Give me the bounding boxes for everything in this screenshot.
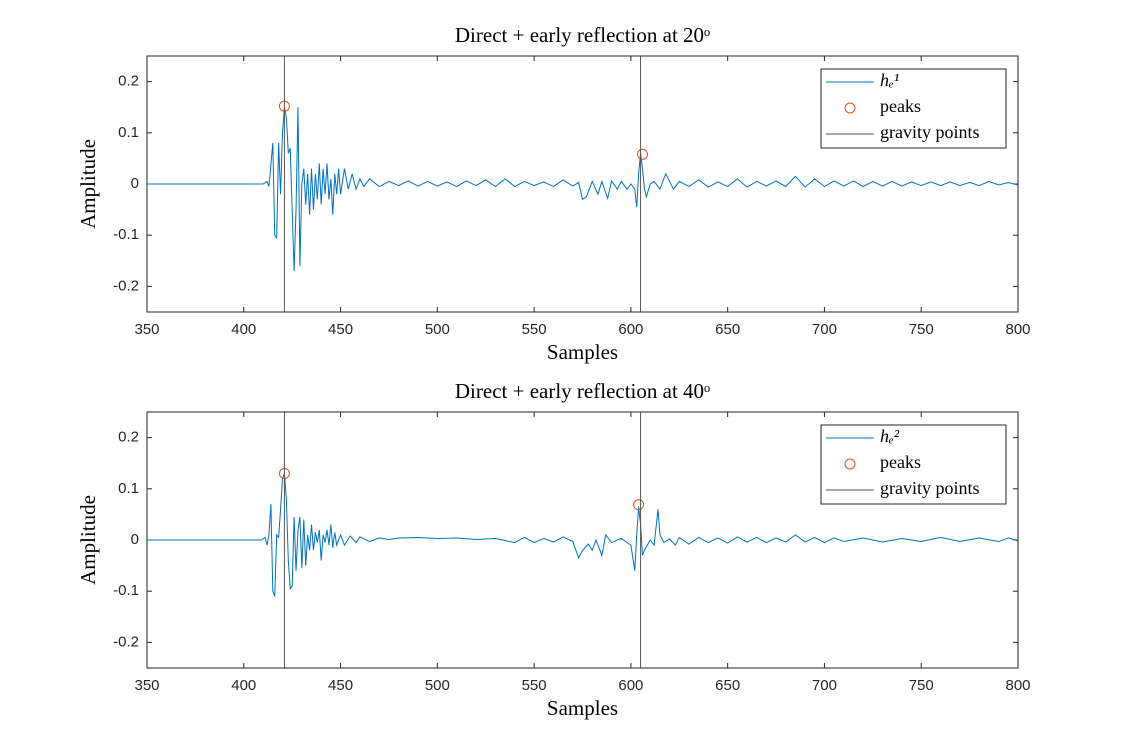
x-tick-label: 600 [618, 321, 643, 338]
x-tick-label: 600 [618, 677, 643, 694]
y-axis-label: Amplitude [76, 495, 100, 585]
x-tick-label: 450 [328, 321, 353, 338]
x-tick-label: 550 [522, 677, 547, 694]
x-tick-label: 650 [715, 321, 740, 338]
legend-label: peaks [880, 96, 921, 116]
legend-label: hₑ² [880, 426, 900, 446]
legend-marker [844, 458, 856, 470]
legend: hₑ² peaks gravity points [820, 424, 1007, 505]
chart-title: Direct + early reflection at 40ᵒ [455, 379, 710, 403]
x-tick-label: 400 [231, 677, 256, 694]
legend-label: hₑ¹ [880, 70, 899, 90]
plot-content [147, 412, 1018, 668]
y-tick-label: 0.2 [118, 73, 139, 90]
legend-label: gravity points [880, 478, 980, 498]
legend: hₑ¹ peaks gravity points [820, 68, 1007, 149]
series-line [147, 107, 1018, 272]
x-tick-label: 650 [715, 677, 740, 694]
x-tick-label: 500 [425, 321, 450, 338]
y-tick-label: -0.1 [113, 226, 139, 243]
y-axis-label: Amplitude [76, 139, 100, 229]
y-tick-label: 0 [131, 531, 139, 548]
x-tick-label: 800 [1005, 677, 1030, 694]
x-tick-label: 700 [812, 677, 837, 694]
subplot: 350 400 450 500 550 600 650 700 750 800 -0.2 -0.1 0 0… [76, 23, 1031, 364]
x-tick-label: 550 [522, 321, 547, 338]
peak-marker [637, 148, 649, 160]
series-line [147, 473, 1018, 597]
peak-marker [633, 499, 645, 511]
x-tick-label: 500 [425, 677, 450, 694]
chart-title: Direct + early reflection at 20ᵒ [455, 23, 710, 47]
subplot: 350 400 450 500 550 600 650 700 750 800 -0.2 -0.1 0 0… [76, 379, 1031, 720]
x-tick-label: 400 [231, 321, 256, 338]
x-tick-label: 750 [909, 677, 934, 694]
y-tick-label: 0.1 [118, 124, 139, 141]
plot-content [147, 56, 1018, 312]
axes-box [146, 411, 1019, 669]
y-tick-label: -0.2 [113, 277, 139, 294]
legend-label: gravity points [880, 122, 980, 142]
x-tick-label: 750 [909, 321, 934, 338]
x-tick-label: 450 [328, 677, 353, 694]
x-axis-label: Samples [547, 340, 618, 364]
y-tick-label: 0.1 [118, 480, 139, 497]
x-tick-label: 800 [1005, 321, 1030, 338]
y-tick-label: -0.1 [113, 582, 139, 599]
axes-box [146, 55, 1019, 313]
y-tick-label: 0 [131, 175, 139, 192]
legend-label: peaks [880, 452, 921, 472]
legend-marker [844, 102, 856, 114]
y-tick-label: 0.2 [118, 429, 139, 446]
x-tick-label: 350 [134, 677, 159, 694]
y-tick-label: -0.2 [113, 633, 139, 650]
x-axis-label: Samples [547, 696, 618, 720]
x-tick-label: 700 [812, 321, 837, 338]
x-tick-label: 350 [134, 321, 159, 338]
